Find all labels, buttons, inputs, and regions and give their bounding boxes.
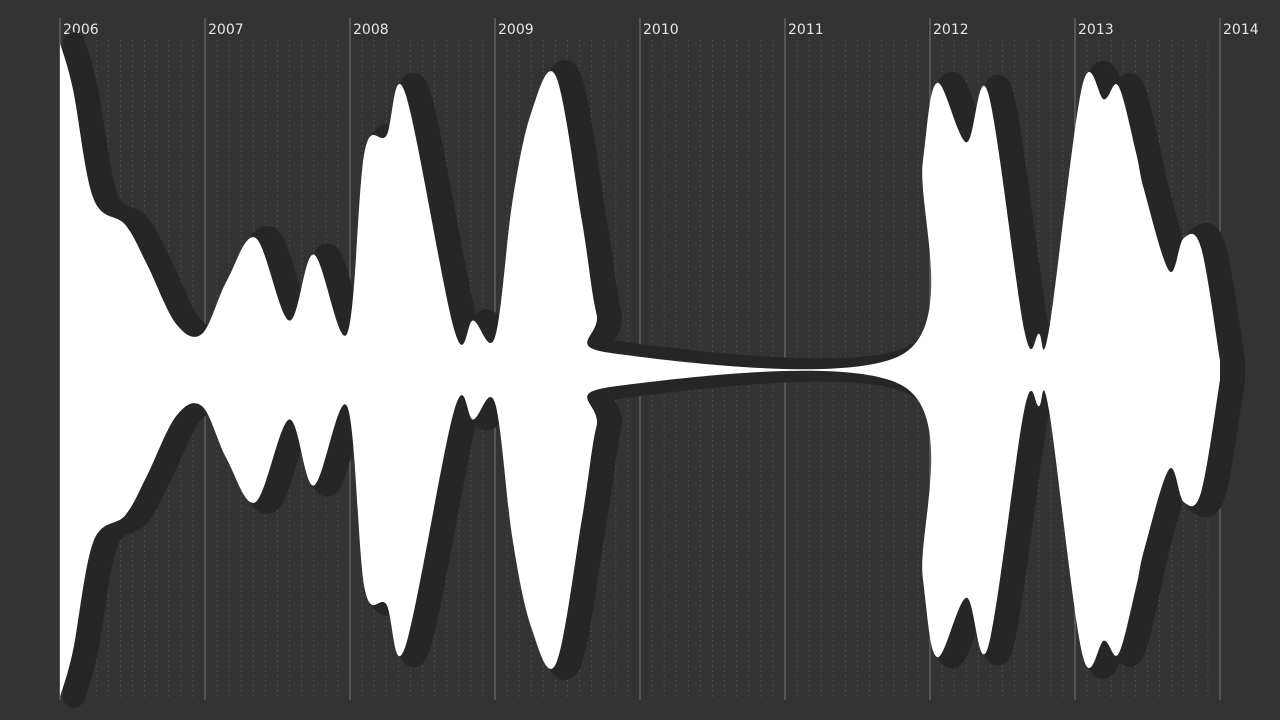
- stream-area: [60, 43, 1220, 697]
- year-tick-label: 2014: [1223, 22, 1259, 38]
- stream-layer: [60, 32, 1245, 708]
- year-tick-label: 2009: [498, 22, 534, 38]
- year-tick-label: 2007: [208, 22, 244, 38]
- year-tick-labels: 2006 2007 2008 2009 2010 2011 2012 2013 2014: [63, 22, 1259, 38]
- year-tick-label: 2008: [353, 22, 389, 38]
- year-tick-label: 2010: [643, 22, 679, 38]
- year-tick-label: 2012: [933, 22, 969, 38]
- year-tick-label: 2013: [1078, 22, 1114, 38]
- year-tick-label: 2011: [788, 22, 824, 38]
